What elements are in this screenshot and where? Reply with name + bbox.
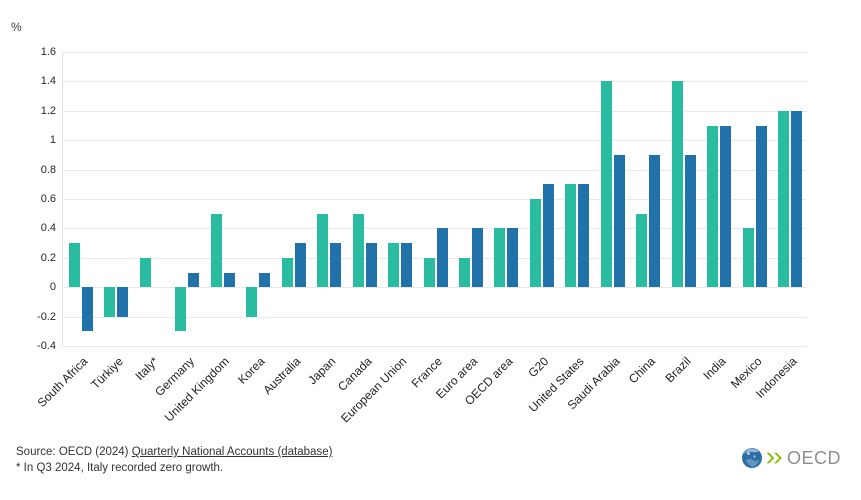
bar-teal-series-japan [317, 213, 329, 288]
x-axis-label: Australia [260, 354, 304, 398]
bar-teal-series-australia [281, 257, 293, 288]
x-axis-label: Italy* [132, 354, 162, 383]
bar-blue-series-oecd-area [507, 228, 519, 288]
source-link-quarterly-national-accounts[interactable]: Quarterly National Accounts [131, 446, 278, 458]
bar-blue-series-china [649, 154, 661, 288]
y-axis-unit-label: % [11, 20, 22, 34]
bar-blue-series-indonesia [791, 110, 803, 288]
x-axis-label: United Kingdom [161, 354, 233, 425]
bar-blue-series-european-union [401, 243, 413, 288]
gridline [63, 287, 807, 289]
y-axis-tick-label: 0.6 [40, 193, 56, 205]
y-axis-tick-label: -0.2 [37, 310, 56, 323]
x-axis-label: South Africa [34, 354, 91, 410]
bar-blue-series-brazil [684, 154, 696, 288]
x-axis-label: India [700, 354, 729, 383]
gridline [63, 81, 807, 83]
footnote-text: * In Q3 2024, Italy recorded zero growth… [16, 462, 224, 474]
y-axis-tick-label: 0.4 [40, 222, 56, 235]
bar-blue-series-saudi-arabia [613, 154, 625, 288]
source-link-database[interactable]: (database) [277, 446, 333, 458]
gridline [63, 257, 807, 259]
gridline [63, 346, 807, 347]
bar-teal-series-korea [246, 287, 258, 317]
bar-teal-series-india [707, 125, 719, 288]
bar-teal-series-mexico [742, 228, 754, 288]
bar-teal-series-italy- [139, 257, 151, 288]
bar-blue-series-japan [330, 243, 342, 288]
bar-blue-series-united-kingdom [223, 272, 235, 288]
gridline [63, 110, 807, 112]
bar-blue-series-korea [259, 272, 271, 288]
bar-blue-series-canada [365, 243, 377, 288]
y-axis-tick-label: 1.6 [40, 46, 56, 58]
y-axis-tick-label: 0.8 [40, 163, 56, 176]
x-axis-label: G20 [525, 354, 552, 381]
x-axis-label: Türkiye [88, 354, 126, 392]
bar-teal-series-brazil [671, 81, 683, 288]
bar-blue-series-euro-area [471, 228, 483, 288]
bar-blue-series-united-states [578, 184, 590, 288]
oecd-logo-text: OECD [786, 447, 841, 468]
y-axis-tick-label: 1.2 [40, 104, 56, 117]
x-axis-label: China [625, 354, 658, 387]
bar-teal-series-china [636, 213, 648, 288]
x-axis-label: Korea [235, 354, 268, 387]
bar-teal-series-canada [352, 213, 364, 288]
bar-teal-series-indonesia [778, 110, 790, 288]
gridline [63, 140, 807, 142]
gridline [63, 316, 807, 318]
bar-teal-series-france [423, 257, 435, 288]
bar-teal-series-european-union [388, 243, 400, 288]
bar-blue-series-germany [188, 272, 200, 288]
bar-blue-series-france [436, 228, 448, 288]
x-axis-label: Brazil [662, 354, 694, 386]
x-axis-label: European Union [338, 354, 410, 426]
bar-teal-series-oecd-area [494, 228, 506, 288]
y-axis-tick-label: 1 [49, 134, 56, 147]
y-axis-tick-label: 0 [49, 281, 56, 294]
gridline [63, 169, 807, 171]
y-axis-tick-label: 0.2 [40, 251, 56, 264]
bar-blue-series-t-rkiye [117, 287, 129, 317]
bar-teal-series-saudi-arabia [600, 81, 612, 288]
bar-teal-series-g20 [529, 199, 541, 288]
bar-blue-series-india [720, 125, 732, 288]
bar-blue-series-australia [294, 243, 306, 288]
footer: Source: OECD (2024) Quarterly National A… [16, 444, 332, 476]
x-axis-label: Japan [305, 354, 339, 388]
bar-teal-series-south-africa [68, 243, 80, 288]
source-prefix: Source: OECD (2024) [16, 446, 132, 458]
gridline [63, 52, 807, 53]
plot-area [62, 52, 807, 347]
oecd-globe-icon [741, 448, 762, 468]
bar-teal-series-germany [175, 287, 187, 332]
gridline [63, 199, 807, 200]
bar-teal-series-united-states [565, 184, 577, 288]
source-text: Source: OECD (2024) Quarterly National A… [16, 444, 332, 460]
oecd-logo: OECD [741, 447, 841, 469]
y-axis-tick-label: -0.4 [37, 340, 56, 352]
y-axis-tick-label: 1.4 [40, 75, 56, 88]
bar-teal-series-t-rkiye [104, 287, 116, 317]
bar-blue-series-g20 [542, 184, 554, 288]
bar-teal-series-euro-area [458, 257, 470, 288]
gridline [63, 228, 807, 230]
bar-blue-series-south-africa [81, 287, 93, 332]
oecd-chevrons-icon [766, 452, 782, 464]
bar-blue-series-mexico [755, 125, 767, 288]
bar-teal-series-united-kingdom [210, 213, 222, 288]
